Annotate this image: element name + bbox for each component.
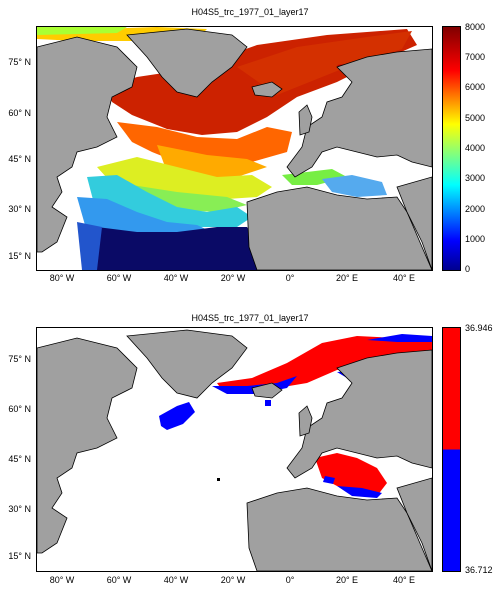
lon-tick-40e-bottom: 40° E — [392, 575, 416, 585]
colorbar-tick-7000: 7000 — [465, 52, 486, 62]
colorbar-tick-3000: 3000 — [465, 173, 486, 183]
colorbar-tick-0: 0 — [465, 264, 471, 274]
colorbar-tick-8000: 8000 — [465, 22, 486, 32]
lat-tick-75-bottom: 75° N — [8, 354, 31, 364]
map-bottom-svg — [37, 329, 432, 571]
lat-tick-15-bottom: 15° N — [8, 551, 31, 561]
lat-tick-15-top: 15° N — [8, 251, 31, 261]
lon-tick-40w-bottom: 40° W — [163, 575, 189, 585]
lat-tick-60-top: 60° N — [8, 108, 31, 118]
lat-tick-30-top: 30° N — [8, 204, 31, 214]
lat-tick-60-bottom: 60° N — [8, 404, 31, 414]
lon-tick-80w-top: 80° W — [49, 273, 75, 283]
lat-tick-45-top: 45° N — [8, 154, 31, 164]
colorbar-bottom-label: 36.712 — [465, 565, 493, 575]
land-bottom — [37, 329, 432, 571]
lon-tick-20e-top: 20° E — [335, 273, 359, 283]
lon-tick-20e-bottom: 20° E — [335, 575, 359, 585]
map-bottom — [36, 327, 433, 572]
lon-tick-0-bottom: 0° — [285, 575, 295, 585]
lon-tick-40e-top: 40° E — [392, 273, 416, 283]
map-title-bottom: H04S5_trc_1977_01_layer17 — [191, 313, 309, 323]
lon-tick-60w-top: 60° W — [106, 273, 132, 283]
lon-tick-60w-bottom: 60° W — [106, 575, 132, 585]
land-top — [37, 28, 432, 270]
colorbar-top-label: 36.946 — [465, 323, 493, 333]
map-title-top: H04S5_trc_1977_01_layer17 — [191, 7, 309, 17]
lat-tick-45-bottom: 45° N — [8, 454, 31, 464]
lon-tick-40w-top: 40° W — [163, 273, 189, 283]
lon-tick-20w-bottom: 20° W — [220, 575, 246, 585]
map-top — [36, 26, 433, 271]
colorbar-tick-2000: 2000 — [465, 204, 486, 214]
lon-tick-80w-bottom: 80° W — [49, 575, 75, 585]
map-top-svg — [37, 27, 432, 270]
colorbar-tick-4000: 4000 — [465, 143, 486, 153]
colorbar-tick-6000: 6000 — [465, 82, 486, 92]
lat-tick-75-top: 75° N — [8, 57, 31, 67]
colorbar-top — [442, 26, 461, 271]
colorbar-bottom — [442, 327, 461, 572]
lon-tick-0-top: 0° — [285, 273, 295, 283]
colorbar-tick-1000: 1000 — [465, 234, 486, 244]
tracer-field-top — [37, 27, 417, 270]
lon-tick-20w-top: 20° W — [220, 273, 246, 283]
colorbar-tick-5000: 5000 — [465, 113, 486, 123]
lat-tick-30-bottom: 30° N — [8, 504, 31, 514]
